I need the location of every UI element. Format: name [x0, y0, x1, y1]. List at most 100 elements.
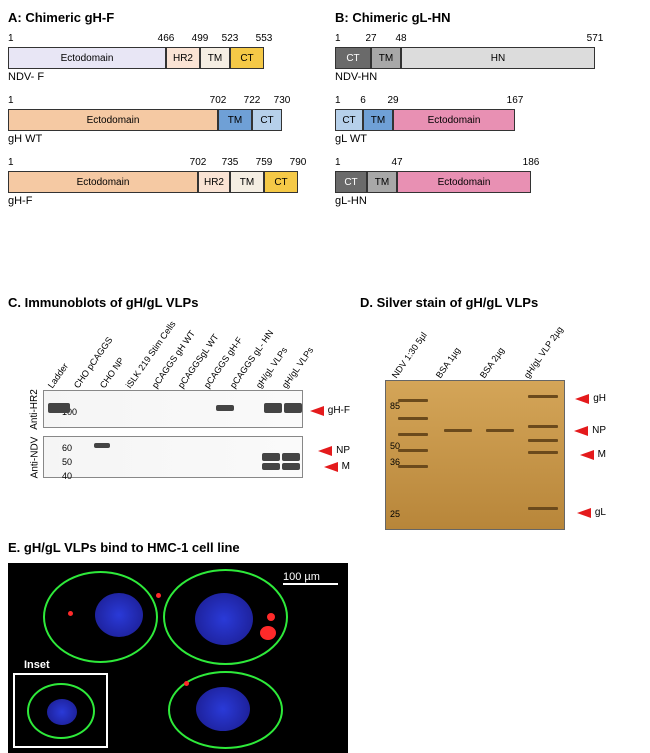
position-number: 730	[274, 95, 291, 106]
band-arrow-gh-f: gH-F	[310, 405, 350, 416]
protein-band	[528, 451, 558, 454]
domain-segment-tm: TM	[218, 109, 252, 131]
panel-b-title: B: Chimeric gL-HN	[335, 10, 625, 25]
protein-band	[528, 425, 558, 428]
position-number: 759	[256, 157, 273, 168]
position-number: 48	[395, 33, 406, 44]
immunoblot-area: LadderCHO pCAGGSCHO NPiSLK 219 Stim Cell…	[8, 390, 348, 478]
protein-band	[528, 439, 558, 442]
inset-micrograph: Inset	[13, 673, 108, 748]
construct-label: NDV-HN	[335, 71, 625, 83]
arrow-text: gH	[593, 393, 606, 404]
band-arrow-m: M	[580, 449, 606, 460]
construct-label: gL-HN	[335, 195, 625, 207]
lane-label: BSA 1µg	[434, 345, 462, 380]
mw-marker: 25	[390, 509, 400, 519]
panel-a-title: A: Chimeric gH-F	[8, 10, 318, 25]
position-number: 186	[523, 157, 540, 168]
protein-band	[486, 429, 514, 432]
construct-ndv-hn: 12748571CTTMHNNDV-HN	[335, 33, 625, 83]
mw-marker: 50	[62, 457, 72, 467]
panel-c-title: C. Immunoblots of gH/gL VLPs	[8, 295, 348, 310]
construct-label: gL WT	[335, 133, 625, 145]
domain-segment-ectodomain: Ectodomain	[8, 171, 198, 193]
nucleus	[47, 699, 77, 725]
arrow-icon	[318, 446, 332, 456]
arrow-icon	[310, 406, 324, 416]
position-number: 722	[244, 95, 261, 106]
domain-segment-hr2: HR2	[166, 47, 200, 69]
domain-segment-hr2: HR2	[198, 171, 230, 193]
lane-label: CHO NP	[98, 356, 126, 390]
inset-cell	[27, 683, 95, 739]
protein-band	[264, 403, 282, 413]
domain-segment-tm: TM	[230, 171, 264, 193]
band-arrow-np: NP	[574, 425, 606, 436]
position-number: 735	[222, 157, 239, 168]
fluorescence-micrograph: 100 µm Inset	[8, 563, 348, 753]
protein-band	[282, 463, 300, 470]
construct-label: NDV- F	[8, 71, 318, 83]
vlp-signal	[260, 626, 276, 640]
position-number: 1	[335, 95, 341, 106]
nucleus	[95, 593, 143, 637]
lane-label: NDV 1:30 5µl	[390, 330, 429, 380]
vlp-signal	[184, 681, 189, 686]
position-number: 6	[360, 95, 366, 106]
position-number: 167	[507, 95, 524, 106]
protein-band	[216, 405, 234, 411]
lane-label: Ladder	[46, 361, 70, 390]
domain-segment-ct: CT	[335, 109, 363, 131]
position-number: 702	[190, 157, 207, 168]
arrow-icon	[575, 394, 589, 404]
arrow-text: gL	[595, 507, 606, 518]
domain-segment-ectodomain: Ectodomain	[8, 109, 218, 131]
position-number: 523	[222, 33, 239, 44]
arrow-icon	[577, 508, 591, 518]
cell-1	[43, 571, 158, 663]
protein-band	[48, 403, 70, 413]
protein-band	[398, 465, 428, 468]
mw-marker: 40	[62, 471, 72, 481]
position-number: 702	[210, 95, 227, 106]
arrow-text: M	[598, 449, 606, 460]
nucleus	[196, 687, 250, 731]
arrow-icon	[580, 450, 594, 460]
arrow-text: NP	[336, 445, 350, 456]
construct-label: gH-F	[8, 195, 318, 207]
position-number: 553	[256, 33, 273, 44]
domain-segment-tm: TM	[200, 47, 230, 69]
arrow-text: M	[342, 461, 350, 472]
position-number: 466	[158, 33, 175, 44]
position-number: 47	[391, 157, 402, 168]
panel-a-chimeric-ghf: A: Chimeric gH-F 1 466 499 523 553 Ectodomain…	[8, 10, 318, 219]
arrow-text: NP	[592, 425, 606, 436]
domain-segment-tm: TM	[371, 47, 401, 69]
protein-band	[398, 449, 428, 452]
protein-band	[444, 429, 472, 432]
construct-label: gH WT	[8, 133, 318, 145]
protein-band	[262, 453, 280, 461]
cell-2	[163, 569, 288, 665]
scale-bar: 100 µm	[283, 571, 338, 585]
position-number: 27	[365, 33, 376, 44]
inset-label: Inset	[20, 657, 54, 673]
mw-marker: 85	[390, 401, 400, 411]
scale-line	[283, 583, 338, 585]
domain-segment-ectodomain: Ectodomain	[393, 109, 515, 131]
arrow-text: gH-F	[328, 405, 350, 416]
protein-band	[94, 443, 110, 448]
position-number: 1	[335, 33, 341, 44]
position-number: 1	[8, 95, 14, 106]
position-number: 790	[290, 157, 307, 168]
position-number: 499	[192, 33, 209, 44]
arrow-icon	[324, 462, 338, 472]
domain-segment-ct: CT	[335, 47, 371, 69]
scale-text: 100 µm	[283, 571, 320, 583]
position-number: 29	[387, 95, 398, 106]
antibody-label: Anti-HR2	[29, 389, 40, 430]
domain-segment-hn: HN	[401, 47, 595, 69]
mw-marker: 60	[62, 443, 72, 453]
arrow-icon	[574, 426, 588, 436]
silver-gel: 85503625gHNPMgL	[385, 380, 565, 530]
